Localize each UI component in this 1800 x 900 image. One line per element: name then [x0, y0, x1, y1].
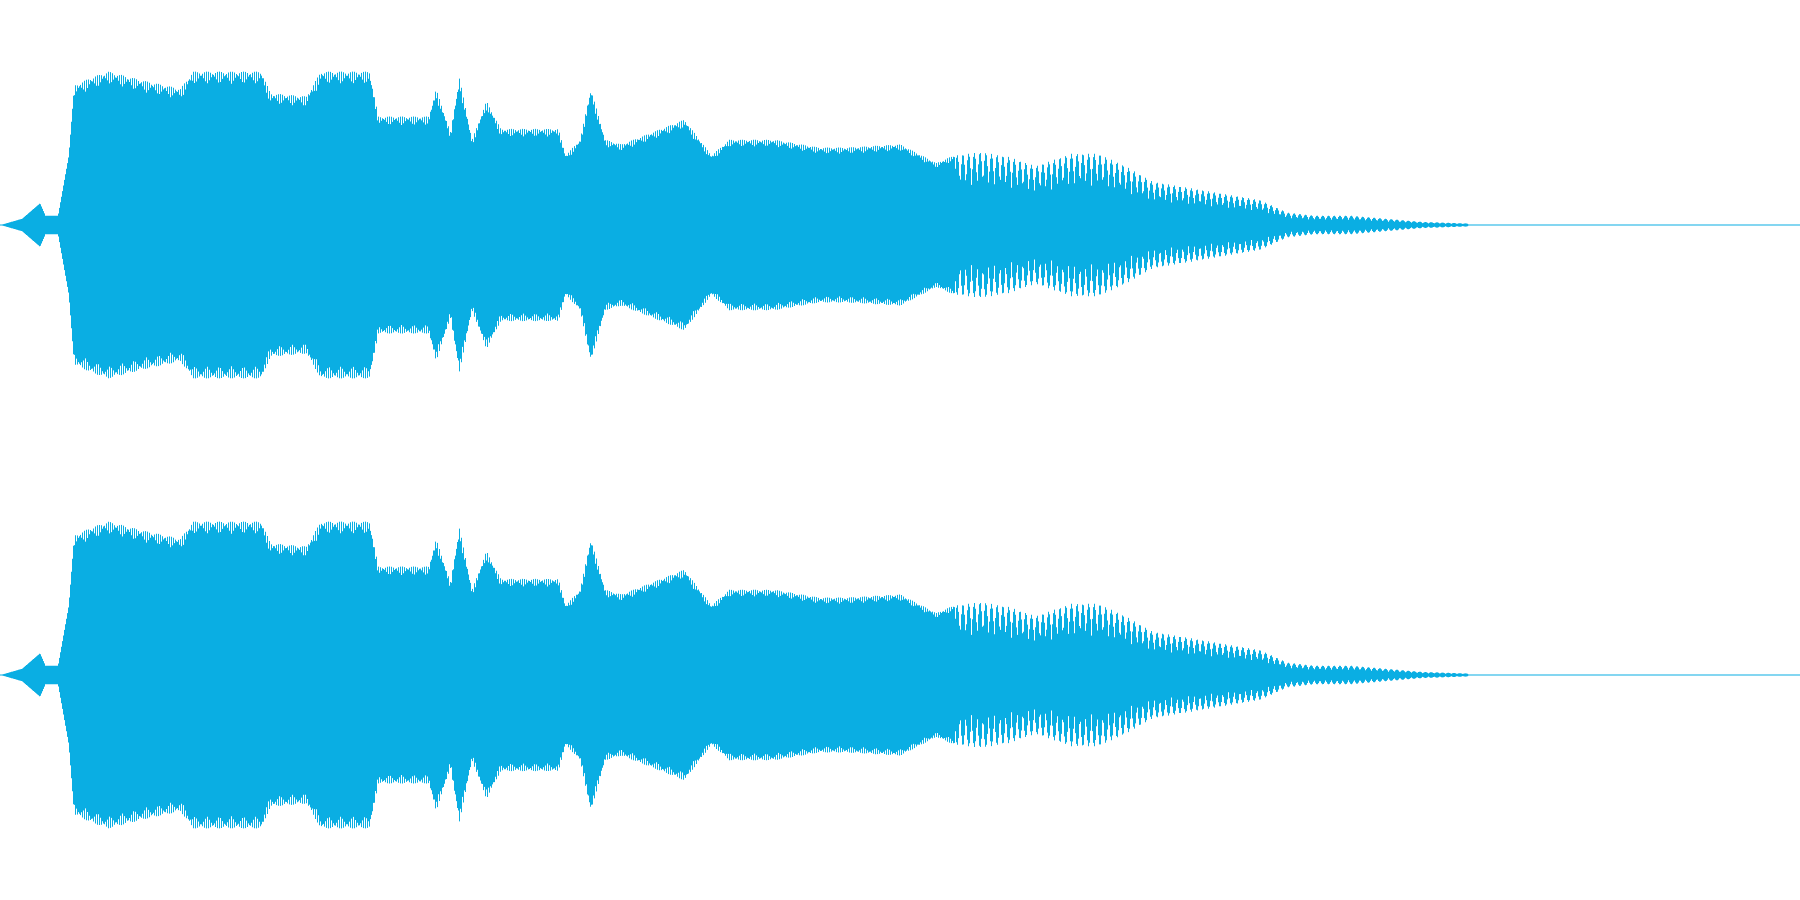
left-channel-svg — [0, 71, 1800, 379]
left-channel-waveform — [0, 71, 1800, 379]
right-channel-waveform — [0, 450, 1800, 900]
waveform-path — [2, 71, 1470, 379]
waveform-path — [2, 521, 1470, 829]
right-channel-svg — [0, 521, 1800, 829]
